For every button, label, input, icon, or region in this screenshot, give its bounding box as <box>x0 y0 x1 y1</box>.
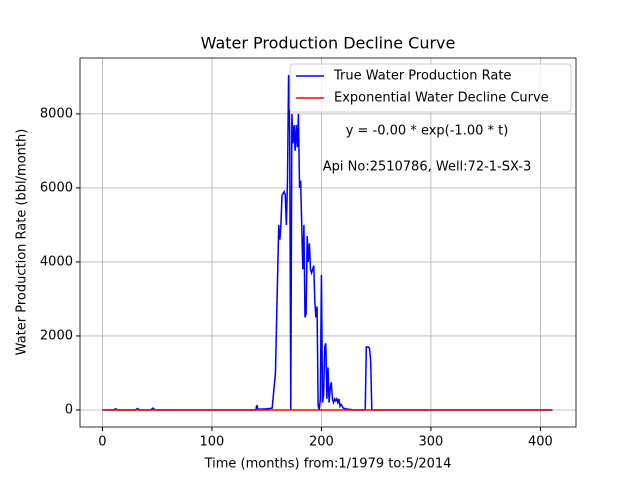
y-axis-label: Water Production Rate (bbl/month) <box>15 129 30 356</box>
x-tick-label: 400 <box>528 435 553 450</box>
x-axis-label: Time (months) from:1/1979 to:5/2014 <box>204 457 452 472</box>
plot-frame <box>79 57 577 428</box>
line-series <box>102 75 553 411</box>
y-tick-label: 6000 <box>40 180 73 195</box>
x-tick-label: 300 <box>419 435 444 450</box>
annotation: Api No:2510786, Well:72-1-SX-3 <box>323 160 531 175</box>
annotation: y = -0.00 * exp(-1.00 * t) <box>346 124 509 139</box>
y-tick-label: 8000 <box>40 106 73 121</box>
legend-label: Exponential Water Decline Curve <box>334 91 549 106</box>
y-tick-label: 2000 <box>40 328 73 343</box>
y-tick-label: 4000 <box>40 254 73 269</box>
chart-title: Water Production Decline Curve <box>201 34 456 53</box>
y-tick-label: 0 <box>65 402 73 417</box>
x-tick-label: 200 <box>309 435 334 450</box>
x-tick-label: 0 <box>98 435 106 450</box>
legend-box <box>289 63 572 113</box>
x-tick-label: 100 <box>200 435 225 450</box>
legend-label: True Water Production Rate <box>333 69 511 84</box>
